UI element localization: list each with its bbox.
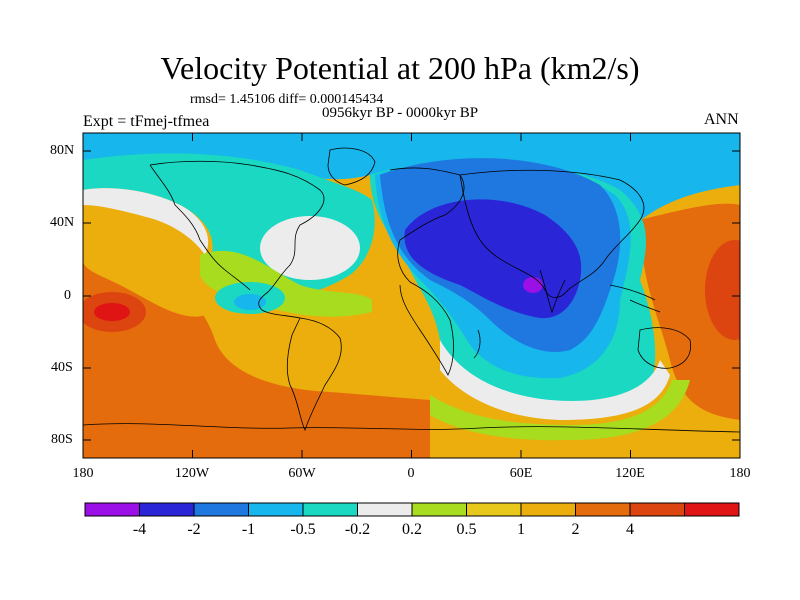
field-blue-caribbean bbox=[234, 294, 266, 310]
colorbar-label-2: -2 bbox=[187, 521, 201, 538]
lon-label-180w: 180 bbox=[72, 466, 94, 481]
colorbar-label-1: -4 bbox=[132, 521, 147, 538]
lat-ticks bbox=[83, 150, 740, 441]
coastline-asia bbox=[459, 169, 645, 298]
lat-label-80s: 80S bbox=[51, 432, 73, 447]
coastline-madagascar bbox=[473, 329, 481, 359]
colorbar bbox=[84, 502, 740, 517]
field-arctic-blue bbox=[83, 133, 740, 230]
colorbar-box-6 bbox=[357, 502, 413, 517]
field-neutral-north-america bbox=[260, 216, 360, 280]
colorbar-label-8: 1 bbox=[517, 521, 525, 538]
colorbar-label-9: 2 bbox=[571, 521, 580, 538]
experiment-label: Expt = tFmej-tfmea bbox=[83, 113, 210, 130]
colorbar-box-7 bbox=[411, 502, 467, 517]
colorbar-label-5: -0.2 bbox=[344, 521, 371, 538]
period-line: 0956kyr BP - 0000kyr BP bbox=[322, 105, 479, 121]
lon-label-180e: 180 bbox=[729, 466, 751, 481]
coastline-australia bbox=[637, 327, 692, 369]
stats-line: rmsd= 1.45106 diff= 0.000145434 bbox=[190, 92, 384, 107]
field-red-west-pacific bbox=[705, 240, 740, 340]
lon-label-120w: 120W bbox=[174, 466, 210, 481]
colorbar-box-10 bbox=[575, 502, 631, 517]
coastline-south-america bbox=[286, 317, 342, 432]
season-label: ANN bbox=[704, 111, 739, 128]
coastline-africa bbox=[389, 167, 465, 376]
lat-label-80n: 80N bbox=[50, 143, 75, 158]
colorbar-box-8 bbox=[466, 502, 522, 517]
lon-label-60e: 60E bbox=[509, 466, 533, 481]
field-green-southern-ocean bbox=[430, 380, 690, 441]
lon-label-60w: 60W bbox=[288, 466, 316, 481]
coastline-north-america bbox=[149, 160, 325, 319]
coastline-north-america-west bbox=[149, 164, 251, 291]
field-max-core-pacific bbox=[94, 303, 130, 321]
colorbar-label-6: 0.2 bbox=[402, 521, 422, 538]
colorbar-box-2 bbox=[139, 502, 195, 517]
colorbar-box-12 bbox=[684, 502, 740, 517]
colorbar-box-5 bbox=[302, 502, 358, 517]
lon-label-0: 0 bbox=[407, 466, 415, 481]
map-title: Velocity Potential at 200 hPa (km2/s) bbox=[160, 50, 640, 86]
coastline-greenland bbox=[327, 147, 376, 186]
lat-label-40s: 40S bbox=[51, 360, 73, 375]
field-neutral-south-indian bbox=[440, 340, 670, 420]
coastlines bbox=[83, 147, 740, 433]
coastline-india bbox=[539, 269, 566, 314]
colorbar-label-4: -0.5 bbox=[290, 521, 316, 538]
field-purple-core-arabian-sea bbox=[523, 277, 543, 293]
lat-label-40n: 40N bbox=[50, 215, 75, 230]
colorbar-box-11 bbox=[629, 502, 685, 517]
velocity-potential-field bbox=[83, 133, 740, 458]
colorbar-box-1 bbox=[84, 502, 140, 517]
colorbar-label-10: 4 bbox=[626, 521, 634, 538]
lat-label-equator: 0 bbox=[64, 288, 71, 303]
field-neutral-north-pacific bbox=[83, 188, 209, 255]
colorbar-box-4 bbox=[248, 502, 304, 517]
lon-label-120e: 120E bbox=[615, 466, 645, 481]
colorbar-label-3: -1 bbox=[241, 521, 256, 538]
colorbar-box-3 bbox=[193, 502, 249, 517]
lon-ticks bbox=[82, 133, 631, 458]
coastline-maritime-continent bbox=[609, 284, 661, 313]
colorbar-label-7: 0.5 bbox=[456, 521, 477, 538]
colorbar-box-9 bbox=[520, 502, 576, 517]
coastline-antarctica bbox=[83, 423, 740, 433]
